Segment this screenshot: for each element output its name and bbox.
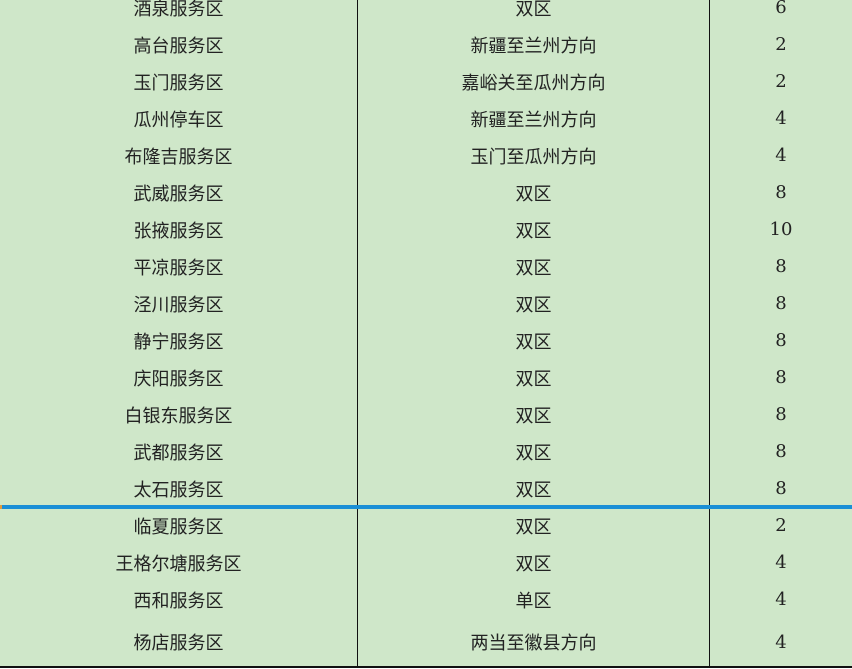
count-cell[interactable]: 4 [775,552,787,573]
name-cell[interactable]: 杨店服务区 [0,618,358,666]
direction-cell[interactable]: 双区 [358,0,710,26]
name-cell[interactable]: 布隆吉服务区 [0,137,358,174]
count-cell[interactable]: 8 [775,404,787,425]
direction-cell[interactable]: 玉门至瓜州方向 [358,137,710,174]
name-cell[interactable]: 庆阳服务区 [0,359,358,396]
count-cell[interactable]: 8 [775,478,787,499]
direction-cell[interactable]: 新疆至兰州方向 [358,26,710,63]
name-cell[interactable]: 玉门服务区 [0,63,358,100]
name-cell[interactable]: 张掖服务区 [0,211,358,248]
name-cell[interactable]: 静宁服务区 [0,322,358,359]
count-cell[interactable]: 8 [775,293,787,314]
table-row: 杨店服务区 两当至徽县方向 4 [0,618,852,668]
direction-cell[interactable]: 两当至徽县方向 [358,618,710,666]
table-row: 张掖服务区 双区 10 [0,211,852,250]
name-cell[interactable]: 武威服务区 [0,174,358,211]
name-cell[interactable]: 太石服务区 [0,470,358,507]
table-row: 瓜州停车区 新疆至兰州方向 4 [0,100,852,139]
row-resize-selection-line [0,505,852,509]
direction-cell[interactable]: 新疆至兰州方向 [358,100,710,137]
count-cell[interactable]: 2 [775,71,787,92]
direction-cell[interactable]: 双区 [358,211,710,248]
direction-cell[interactable]: 双区 [358,174,710,211]
count-cell[interactable]: 2 [775,34,787,55]
name-cell[interactable]: 泾川服务区 [0,285,358,322]
count-cell[interactable]: 10 [769,219,793,240]
count-cell[interactable]: 6 [775,0,787,18]
direction-cell[interactable]: 嘉峪关至瓜州方向 [358,63,710,100]
name-cell[interactable]: 临夏服务区 [0,507,358,544]
name-cell[interactable]: 西和服务区 [0,581,358,618]
count-cell[interactable]: 8 [775,367,787,388]
name-cell[interactable]: 王格尔塘服务区 [0,544,358,581]
count-cell[interactable]: 4 [775,631,787,653]
direction-cell[interactable]: 双区 [358,248,710,285]
name-cell[interactable]: 平凉服务区 [0,248,358,285]
table-row: 王格尔塘服务区 双区 4 [0,544,852,583]
table-row: 太石服务区 双区 8 [0,470,852,509]
table-row: 庆阳服务区 双区 8 [0,359,852,398]
direction-cell[interactable]: 双区 [358,470,710,507]
table-row: 高台服务区 新疆至兰州方向 2 [0,26,852,65]
table-row: 酒泉服务区 双区 6 [0,0,852,28]
count-cell[interactable]: 4 [775,145,787,166]
count-cell[interactable]: 8 [775,182,787,203]
direction-cell[interactable]: 双区 [358,507,710,544]
count-cell[interactable]: 2 [775,515,787,536]
count-cell[interactable]: 8 [775,441,787,462]
table-row: 布隆吉服务区 玉门至瓜州方向 4 [0,137,852,176]
direction-cell[interactable]: 双区 [358,322,710,359]
direction-cell[interactable]: 双区 [358,433,710,470]
direction-cell[interactable]: 双区 [358,359,710,396]
direction-cell[interactable]: 单区 [358,581,710,618]
table-row: 平凉服务区 双区 8 [0,248,852,287]
table-row: 白银东服务区 双区 8 [0,396,852,435]
table-row: 西和服务区 单区 4 [0,581,852,620]
table-row: 临夏服务区 双区 2 [0,507,852,546]
direction-cell[interactable]: 双区 [358,285,710,322]
count-cell[interactable]: 4 [775,589,787,610]
name-cell[interactable]: 酒泉服务区 [0,0,358,26]
name-cell[interactable]: 武都服务区 [0,433,358,470]
direction-cell[interactable]: 双区 [358,544,710,581]
table-row: 武威服务区 双区 8 [0,174,852,213]
name-cell[interactable]: 高台服务区 [0,26,358,63]
count-cell[interactable]: 8 [775,256,787,277]
table-row: 静宁服务区 双区 8 [0,322,852,361]
count-cell[interactable]: 8 [775,330,787,351]
table-row: 玉门服务区 嘉峪关至瓜州方向 2 [0,63,852,102]
name-cell[interactable]: 瓜州停车区 [0,100,358,137]
name-cell[interactable]: 白银东服务区 [0,396,358,433]
count-cell[interactable]: 4 [775,108,787,129]
table-row: 泾川服务区 双区 8 [0,285,852,324]
table-row: 武都服务区 双区 8 [0,433,852,472]
direction-cell[interactable]: 双区 [358,396,710,433]
